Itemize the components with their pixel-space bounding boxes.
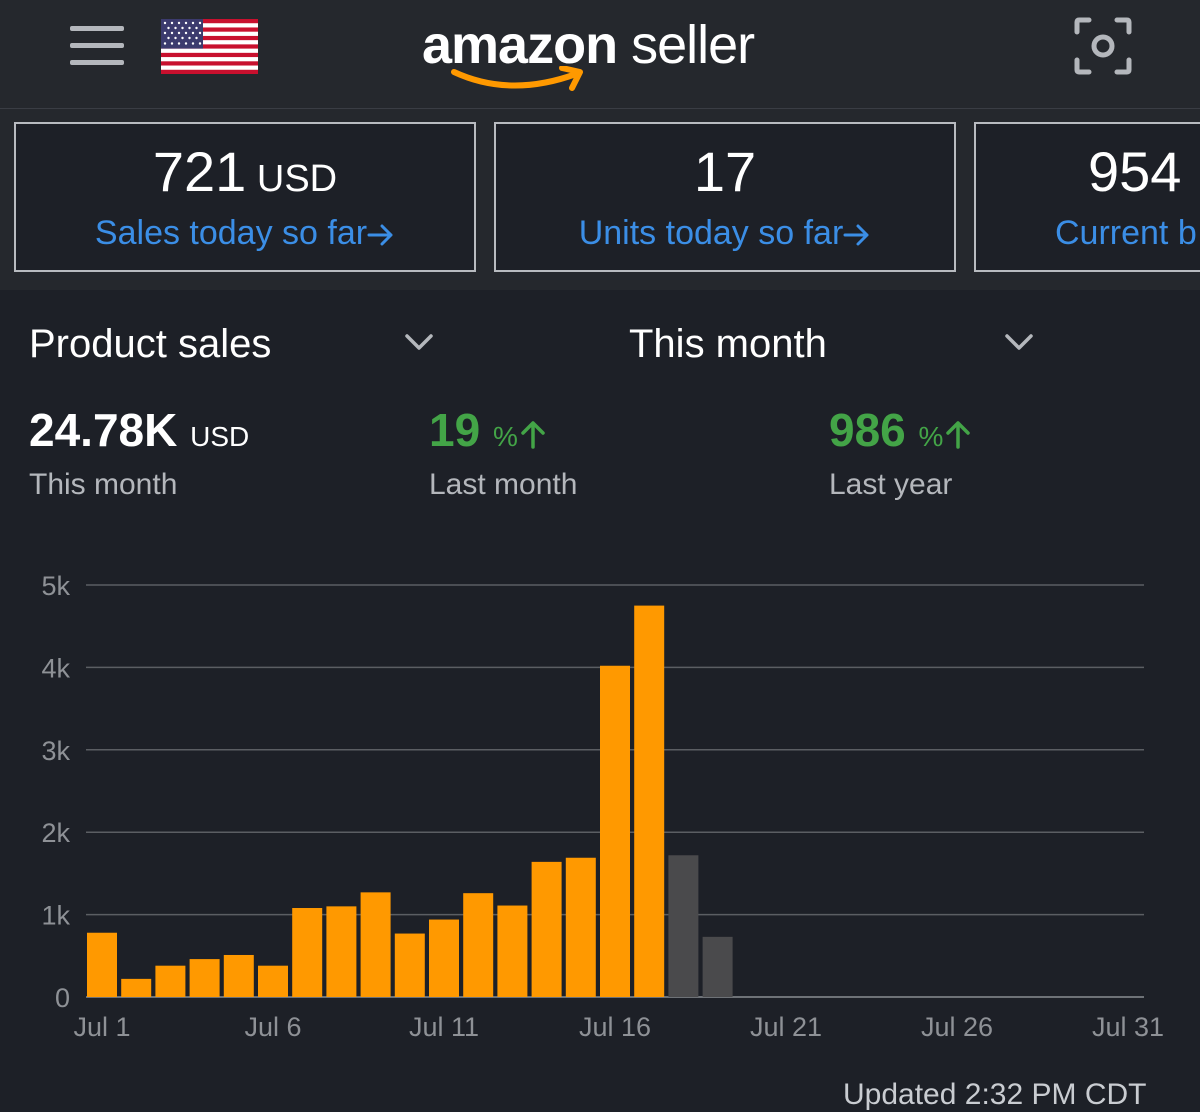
units-today-number: 17 bbox=[693, 140, 757, 203]
sales-bar bbox=[155, 965, 186, 997]
units-today-link[interactable]: Units today so far bbox=[496, 214, 954, 253]
y-tick-label: 4k bbox=[41, 653, 70, 683]
x-tick-label: Jul 11 bbox=[409, 1012, 479, 1042]
sales-bar bbox=[360, 892, 391, 997]
y-tick-label: 1k bbox=[41, 901, 70, 931]
sales-today-card[interactable]: 721 USD Sales today so far bbox=[14, 122, 476, 272]
sales-bar bbox=[565, 857, 596, 997]
x-tick-label: Jul 1 bbox=[73, 1012, 130, 1042]
vs-last-month-value: 19 % bbox=[429, 403, 577, 464]
sales-bar bbox=[463, 893, 494, 997]
vs-last-year-unit: % bbox=[918, 421, 944, 452]
units-today-label: Units today so far bbox=[578, 214, 844, 252]
sales-bar bbox=[634, 605, 665, 997]
kpi-cards-strip: 721 USD Sales today so far 17 Units toda… bbox=[0, 109, 1200, 290]
vs-last-month-number: 19 bbox=[429, 404, 481, 456]
arrow-up-icon bbox=[946, 421, 971, 449]
sales-bar bbox=[121, 978, 152, 997]
sales-bar bbox=[497, 905, 528, 997]
period-dropdown[interactable]: This month bbox=[629, 320, 1039, 372]
chevron-down-icon bbox=[1005, 334, 1033, 350]
amazon-seller-logo: amazon seller bbox=[420, 8, 790, 98]
total-sales-unit: USD bbox=[190, 421, 250, 452]
updated-timestamp: Updated 2:32 PM CDT bbox=[843, 1078, 1147, 1111]
x-tick-label: Jul 21 bbox=[750, 1012, 822, 1042]
top-bar: amazon seller bbox=[0, 0, 1200, 109]
sales-bar bbox=[600, 665, 630, 997]
sales-bar bbox=[292, 908, 323, 997]
logo-word-seller: seller bbox=[617, 15, 755, 75]
sales-bar bbox=[189, 959, 220, 997]
y-tick-label: 0 bbox=[55, 983, 70, 1013]
chevron-down-icon bbox=[405, 334, 433, 350]
sales-bar bbox=[531, 861, 562, 997]
arrow-right-icon bbox=[843, 224, 869, 246]
logo-word-amazon: amazon bbox=[422, 15, 618, 75]
total-sales-value: 24.78K USD bbox=[29, 403, 249, 464]
units-today-value: 17 bbox=[496, 142, 954, 202]
total-sales-stat: 24.78K USD This month bbox=[29, 403, 249, 502]
sales-today-unit: USD bbox=[246, 158, 338, 200]
hamburger-menu-icon[interactable] bbox=[70, 26, 126, 66]
current-balance-number: 954 bbox=[1088, 140, 1182, 203]
arrow-up-icon bbox=[521, 421, 545, 449]
current-balance-value: 954 bbox=[1088, 142, 1200, 202]
x-tick-label: Jul 16 bbox=[579, 1012, 651, 1042]
sales-bar bbox=[258, 965, 288, 997]
sales-bar bbox=[668, 855, 699, 997]
y-tick-label: 5k bbox=[41, 571, 70, 601]
logo-text: amazon seller bbox=[422, 14, 755, 76]
sales-today-link[interactable]: Sales today so far bbox=[16, 214, 474, 253]
y-tick-label: 2k bbox=[41, 818, 70, 848]
vs-last-month-stat: 19 % Last month bbox=[429, 403, 577, 502]
period-dropdown-label: This month bbox=[629, 322, 827, 366]
units-today-card[interactable]: 17 Units today so far bbox=[494, 122, 956, 272]
current-balance-link[interactable]: Current b bbox=[1055, 214, 1200, 253]
vs-last-year-stat: 986 % Last year bbox=[829, 403, 973, 502]
total-sales-number: 24.78K bbox=[29, 404, 178, 456]
sales-bar bbox=[702, 936, 733, 997]
current-balance-label: Current b bbox=[1055, 214, 1197, 252]
x-tick-label: Jul 6 bbox=[244, 1012, 301, 1042]
smile-arrow-icon bbox=[451, 66, 583, 91]
metric-dropdown-label: Product sales bbox=[29, 322, 272, 366]
metric-dropdown[interactable]: Product sales bbox=[29, 320, 439, 372]
current-balance-card[interactable]: 954 Current b bbox=[974, 122, 1200, 272]
vs-last-month-unit: % bbox=[492, 421, 518, 452]
y-tick-label: 3k bbox=[41, 736, 70, 766]
sales-bar-chart: 0 1k 2k 3k 4k 5k Jul 1 Jul 6 Jul 11 Jul 16 Jul 21 J… bbox=[41, 571, 1164, 1042]
us-flag-icon[interactable] bbox=[161, 19, 258, 74]
vs-last-year-value: 986 % bbox=[829, 403, 973, 464]
vs-last-month-label: Last month bbox=[429, 468, 578, 501]
vs-last-year-number: 986 bbox=[829, 404, 906, 456]
x-tick-label: Jul 31 bbox=[1092, 1012, 1164, 1042]
sales-bar bbox=[394, 933, 425, 997]
x-tick-label: Jul 26 bbox=[921, 1012, 993, 1042]
sales-bar bbox=[223, 954, 254, 997]
sales-bar bbox=[87, 932, 117, 997]
arrow-right-icon bbox=[367, 224, 393, 246]
sales-today-label: Sales today so far bbox=[94, 214, 368, 252]
total-sales-label: This month bbox=[29, 468, 178, 501]
vs-last-year-label: Last year bbox=[829, 468, 953, 501]
sales-today-value: 721 USD bbox=[16, 142, 474, 209]
sales-bar bbox=[326, 906, 357, 997]
camera-scan-icon[interactable] bbox=[1073, 16, 1133, 76]
sales-bar bbox=[429, 919, 459, 997]
sales-today-number: 721 bbox=[152, 140, 247, 203]
